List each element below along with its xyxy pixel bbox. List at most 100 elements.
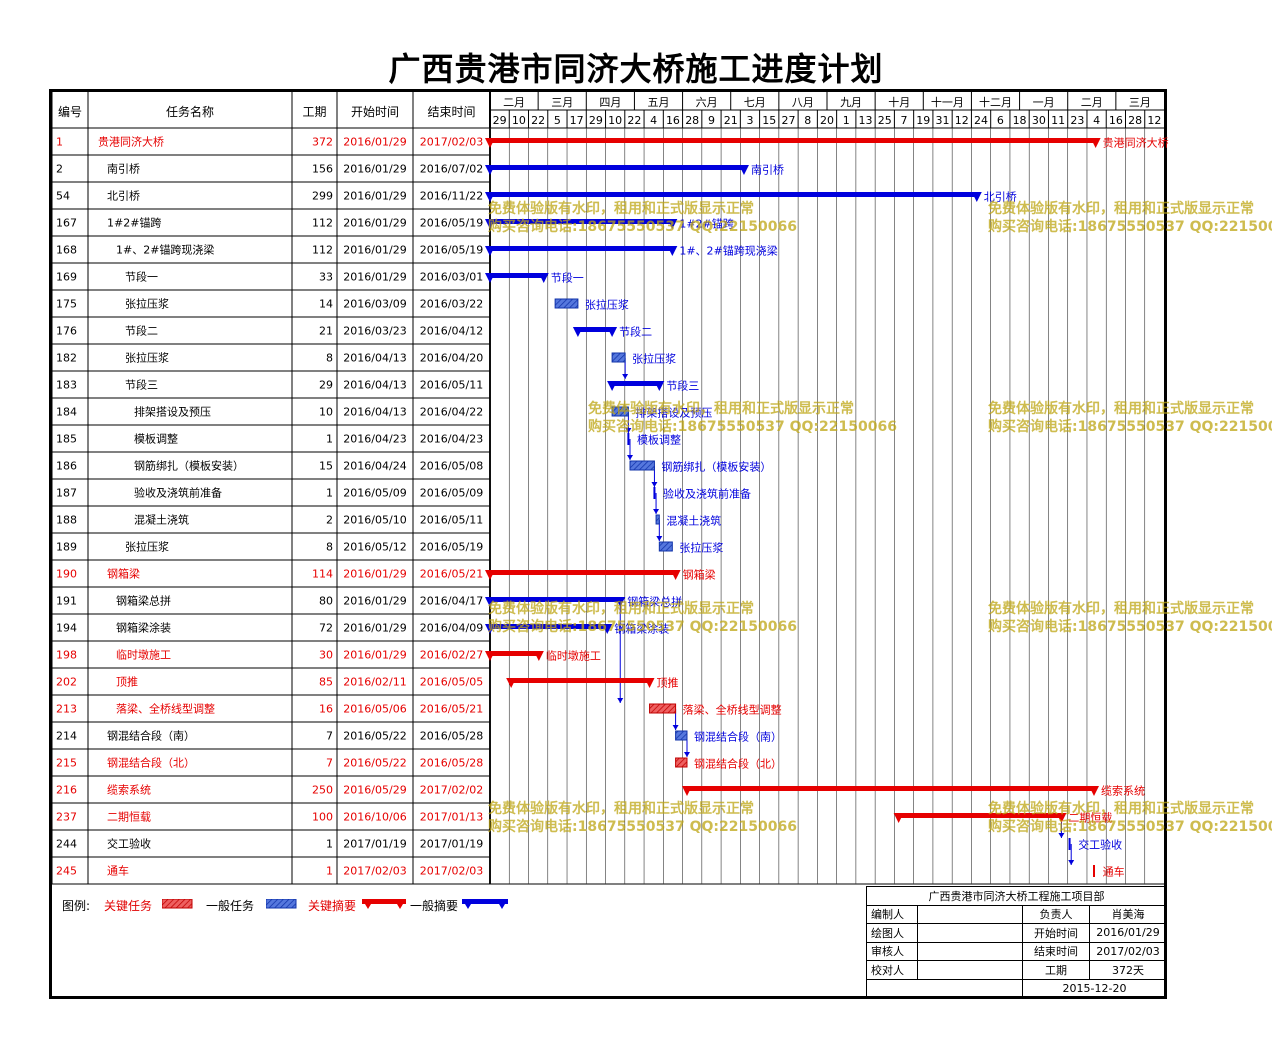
summary-start-marker xyxy=(485,165,495,175)
bar-label: 贵港同济大桥 xyxy=(1103,136,1169,150)
bar-label: 钢混结合段（南） xyxy=(694,730,782,744)
summary-start-marker xyxy=(893,813,904,823)
bar-label: 模板调整 xyxy=(637,433,681,447)
task-start: 2016/04/13 xyxy=(343,379,406,392)
month-label: 七月 xyxy=(744,96,766,109)
bar-label: 张拉压浆 xyxy=(585,298,629,312)
task-start: 2016/01/29 xyxy=(343,190,406,203)
summary-start-marker xyxy=(485,624,495,634)
week-label: 4 xyxy=(1093,114,1100,127)
task-start: 2016/01/29 xyxy=(343,163,406,176)
task-end: 2016/05/21 xyxy=(420,568,483,581)
task-id: 167 xyxy=(56,217,77,230)
summary-bar xyxy=(490,624,608,629)
task-id: 189 xyxy=(56,541,77,554)
task-end: 2016/07/02 xyxy=(420,163,483,176)
legend-normal-summary-swatch xyxy=(462,899,508,909)
task-end: 2016/04/22 xyxy=(420,406,483,419)
task-name: 钢混结合段（南） xyxy=(107,729,195,743)
week-label: 19 xyxy=(916,114,930,127)
drawer-label: 绘图人 xyxy=(866,923,918,943)
bar-label: 钢混结合段（北） xyxy=(694,757,782,771)
summary-end-marker xyxy=(971,192,982,202)
task-id: 245 xyxy=(56,865,77,878)
task-name: 钢箱梁总拼 xyxy=(116,594,171,608)
bar-label: 混凝土浇筑 xyxy=(666,514,721,528)
task-bar xyxy=(649,703,677,714)
task-id: 184 xyxy=(56,406,77,419)
task-id: 187 xyxy=(56,487,77,500)
signoff-block: 广西贵港市同济大桥工程施工项目部 编制人 负责人 肖美海 绘图人 开始时间 20… xyxy=(866,886,1167,998)
task-id: 2 xyxy=(56,163,63,176)
summary-start-marker xyxy=(607,381,618,391)
bar-label: 顶推 xyxy=(657,676,679,690)
task-id: 244 xyxy=(56,838,77,851)
week-label: 10 xyxy=(512,114,526,127)
task-name: 1#2#锚跨 xyxy=(107,216,161,230)
task-name: 张拉压浆 xyxy=(125,297,169,311)
summary-end-marker xyxy=(615,597,626,607)
month-label: 二月 xyxy=(503,96,525,109)
task-bar xyxy=(611,406,629,417)
task-duration: 299 xyxy=(312,190,333,203)
task-id: 185 xyxy=(56,433,77,446)
task-name: 排架搭设及预压 xyxy=(134,405,211,419)
reviewer-value xyxy=(917,941,1023,961)
duration-label: 工期 xyxy=(1022,960,1090,980)
task-id: 1 xyxy=(56,136,63,149)
task-id: 202 xyxy=(56,676,77,689)
dependency-arrow xyxy=(625,428,632,433)
summary-bar xyxy=(490,651,539,656)
month-label: 九月 xyxy=(840,96,862,109)
start-label: 开始时间 xyxy=(1022,923,1090,943)
summary-end-marker xyxy=(667,246,678,256)
col-header-duration: 工期 xyxy=(302,105,326,119)
task-name: 钢箱梁涂装 xyxy=(116,621,171,635)
summary-bar xyxy=(490,192,977,197)
task-name: 钢混结合段（北） xyxy=(107,756,195,770)
task-name: 北引桥 xyxy=(107,189,140,203)
dependency-arrow xyxy=(617,698,624,703)
end-value: 2017/02/03 xyxy=(1089,941,1167,961)
task-duration: 14 xyxy=(319,298,333,311)
checker-label: 校对人 xyxy=(866,960,918,980)
dependency-arrow xyxy=(627,455,634,460)
task-duration: 1 xyxy=(326,865,333,878)
task-start: 2016/05/10 xyxy=(343,514,406,527)
summary-end-marker xyxy=(607,327,618,337)
dependency-arrow xyxy=(683,752,690,757)
task-start: 2016/01/29 xyxy=(343,595,406,608)
task-duration: 8 xyxy=(326,541,333,554)
month-label: 十月 xyxy=(888,95,910,109)
week-label: 13 xyxy=(859,114,873,127)
bar-label: 节段二 xyxy=(619,325,652,339)
task-start: 2016/01/29 xyxy=(343,217,406,230)
dependency-arrow xyxy=(651,482,658,487)
summary-start-marker xyxy=(485,219,495,229)
task-id: 182 xyxy=(56,352,77,365)
legend-normal-summary: 一般摘要 xyxy=(410,899,459,913)
task-bar xyxy=(629,460,655,471)
drawer-value xyxy=(917,923,1023,943)
week-label: 22 xyxy=(627,114,641,127)
task-start: 2016/03/23 xyxy=(343,325,406,338)
task-name: 二期恒载 xyxy=(107,811,151,824)
task-end: 2016/05/09 xyxy=(420,487,483,500)
summary-start-marker xyxy=(681,786,692,796)
compiler-label: 编制人 xyxy=(866,904,918,924)
task-duration: 250 xyxy=(312,784,333,797)
task-end: 2016/05/19 xyxy=(420,244,483,257)
task-bar xyxy=(655,514,660,525)
task-name: 混凝土浇筑 xyxy=(134,513,189,527)
task-start: 2016/10/06 xyxy=(343,811,406,824)
week-label: 29 xyxy=(589,114,603,127)
task-id: 188 xyxy=(56,514,77,527)
task-start: 2016/05/09 xyxy=(343,487,406,500)
week-label: 6 xyxy=(997,114,1004,127)
week-label: 29 xyxy=(493,114,507,127)
week-label: 25 xyxy=(878,114,892,127)
summary-bar xyxy=(490,273,544,278)
bar-label: 钢箱梁总拼 xyxy=(627,595,682,609)
summary-bar xyxy=(490,570,676,575)
task-id: 194 xyxy=(56,622,77,635)
